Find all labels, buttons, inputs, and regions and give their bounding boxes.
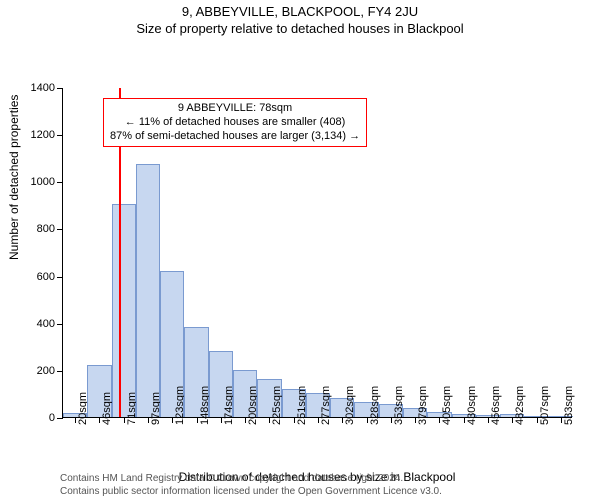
x-tick-label: 482sqm — [514, 386, 526, 425]
x-tick — [537, 417, 538, 423]
info-box-line-1: 9 ABBEYVILLE: 78sqm — [110, 102, 360, 116]
y-tick-label: 1000 — [31, 176, 63, 188]
x-tick-label: 507sqm — [539, 386, 551, 425]
x-tick — [415, 417, 416, 423]
chart-title: 9, ABBEYVILLE, BLACKPOOL, FY4 2JU — [0, 4, 600, 19]
x-tick — [148, 417, 149, 423]
x-tick-label: 533sqm — [563, 386, 575, 425]
x-tick-label: 456sqm — [490, 386, 502, 425]
y-tick-label: 600 — [37, 271, 63, 283]
y-tick-label: 0 — [49, 412, 63, 424]
y-axis-label: Number of detached properties — [7, 244, 21, 260]
x-tick-label: 379sqm — [417, 386, 429, 425]
x-tick — [318, 417, 319, 423]
y-tick-label: 200 — [37, 365, 63, 377]
footer-line-1: Contains HM Land Registry data © Crown c… — [60, 473, 442, 486]
x-tick — [245, 417, 246, 423]
x-tick — [367, 417, 368, 423]
x-tick — [488, 417, 489, 423]
x-tick — [391, 417, 392, 423]
footer-attribution: Contains HM Land Registry data © Crown c… — [60, 473, 442, 498]
y-tick-label: 800 — [37, 223, 63, 235]
y-tick-label: 400 — [37, 318, 63, 330]
x-tick — [464, 417, 465, 423]
x-tick-label: 353sqm — [393, 386, 405, 425]
plot-area: 020040060080010001200140020sqm46sqm71sqm… — [62, 88, 572, 418]
info-box: 9 ABBEYVILLE: 78sqm← 11% of detached hou… — [103, 98, 367, 147]
x-tick — [75, 417, 76, 423]
info-box-line-2: ← 11% of detached houses are smaller (40… — [110, 116, 360, 130]
chart-subtitle: Size of property relative to detached ho… — [0, 21, 600, 36]
info-box-line-3: 87% of semi-detached houses are larger (… — [110, 130, 360, 144]
x-tick — [197, 417, 198, 423]
footer-line-2: Contains public sector information licen… — [60, 486, 442, 499]
x-tick — [124, 417, 125, 423]
x-tick-label: 405sqm — [441, 386, 453, 425]
histogram-bar — [112, 204, 136, 417]
x-tick — [294, 417, 295, 423]
y-tick-label: 1400 — [31, 82, 63, 94]
histogram-bar — [136, 164, 160, 417]
y-tick-label: 1200 — [31, 129, 63, 141]
x-tick — [561, 417, 562, 423]
x-tick-label: 430sqm — [466, 386, 478, 425]
x-tick — [221, 417, 222, 423]
